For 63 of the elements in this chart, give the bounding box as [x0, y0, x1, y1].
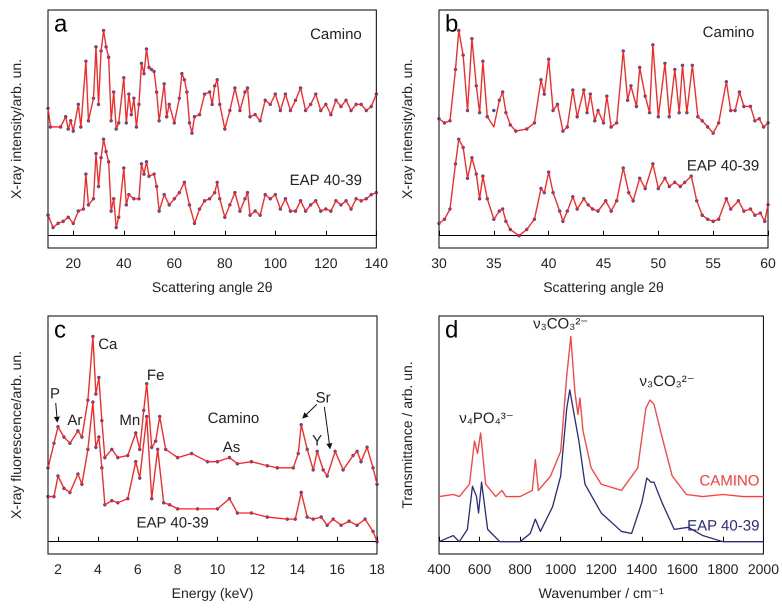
x-axis-title: Wavenumber / cm⁻¹ [538, 585, 664, 601]
x-tick-label: 2 [54, 561, 62, 577]
x-tick-label: 140 [364, 255, 388, 271]
annotation: P [50, 385, 60, 402]
x-tick-label: 6 [134, 561, 142, 577]
x-tick-label: 18 [369, 561, 385, 577]
x-tick-label: 50 [650, 255, 666, 271]
annotation: Camino [208, 410, 260, 428]
x-tick-label: 100 [264, 255, 288, 271]
series-label: CAMINO [699, 472, 760, 490]
x-axis-title: Scattering angle 2θ [152, 279, 273, 295]
x-axis-title: Scattering angle 2θ [543, 279, 664, 295]
x-tick-label: 40 [540, 255, 557, 271]
annotation: Fe [146, 367, 164, 384]
x-tick-label: 1400 [626, 561, 658, 577]
x-tick-label: 30 [431, 255, 447, 271]
annotation: ν₃CO₃²⁻ [640, 373, 695, 390]
x-tick-label: 40 [116, 255, 132, 271]
x-tick-label: 60 [166, 255, 182, 271]
y-axis-title: Transmittance / arb. un. [399, 361, 415, 509]
annotation: Ca [98, 336, 118, 354]
annotation: As [222, 438, 240, 456]
x-tick-label: 1600 [666, 561, 698, 577]
chart-title: c [54, 316, 66, 344]
annotation: Camino [310, 26, 362, 44]
annotation: Mn [119, 412, 140, 430]
annotation: Y [312, 432, 322, 450]
x-tick-label: 10 [210, 561, 226, 577]
chart-title: a [54, 10, 68, 38]
x-tick-label: 600 [468, 561, 492, 577]
x-tick-label: 400 [427, 561, 451, 577]
x-tick-label: 1800 [707, 561, 739, 577]
annotation: ν₄PO₄³⁻ [459, 410, 514, 428]
x-tick-label: 1000 [545, 561, 576, 577]
x-tick-label: 800 [508, 561, 532, 577]
chart-title: b [445, 10, 458, 38]
x-tick-label: 12 [250, 561, 266, 577]
text: ν₃CO₃²⁻ [533, 316, 588, 333]
x-tick-label: 120 [314, 255, 338, 271]
y-axis-title: X-ray intensity/arb. un. [8, 58, 24, 200]
x-tick-label: 4 [94, 561, 102, 577]
x-tick-label: 14 [289, 561, 306, 577]
x-tick-label: 16 [329, 561, 346, 577]
annotation: Camino [702, 24, 754, 42]
series-label: EAP 40-39 [687, 518, 760, 535]
y-axis-title: X-ray intensity/arb. un. [399, 58, 415, 200]
annotation: EAP 40-39 [290, 172, 362, 189]
annotation: Ar [67, 412, 82, 430]
x-tick-label: 55 [705, 255, 722, 271]
x-tick-label: 1200 [586, 561, 617, 577]
annotation: EAP 40-39 [136, 514, 209, 532]
annotation: Sr [316, 390, 331, 407]
x-tick-label: 80 [217, 255, 233, 271]
x-axis-title: Energy (keV) [172, 585, 254, 601]
y-axis-title: X-ray fluorescence/arb. un. [8, 350, 24, 520]
x-tick-label: 60 [760, 255, 776, 271]
x-tick-label: 35 [486, 255, 502, 271]
x-tick-label: 2000 [748, 561, 780, 577]
x-tick-label: 8 [174, 561, 182, 577]
chart-title: d [445, 316, 458, 344]
x-tick-label: 20 [65, 255, 82, 271]
annotation: EAP 40-39 [686, 157, 760, 174]
x-tick-label: 45 [596, 255, 612, 271]
